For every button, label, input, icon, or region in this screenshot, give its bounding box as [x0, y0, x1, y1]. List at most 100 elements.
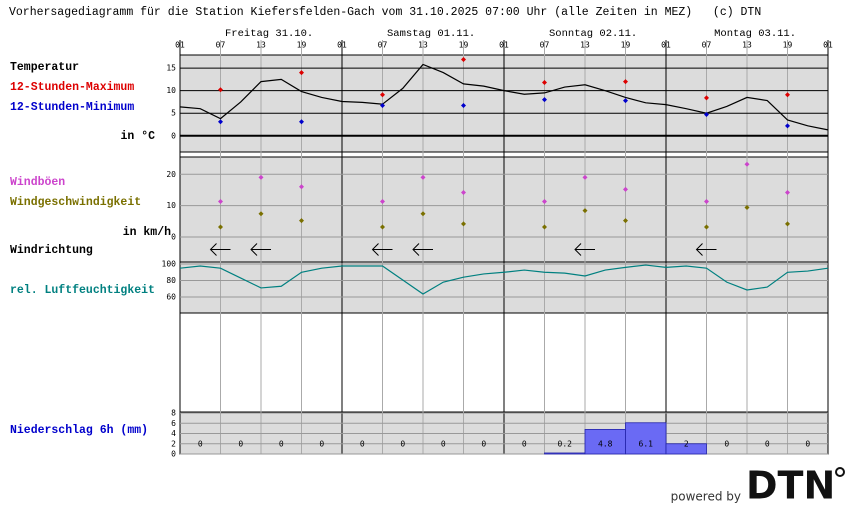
data-point: [704, 224, 709, 230]
wind-arrow: [250, 243, 271, 256]
bar: [544, 452, 586, 455]
logo-dot: [835, 467, 845, 477]
y-tick-label: 5: [171, 109, 176, 118]
data-point: [299, 218, 304, 224]
data-point: [785, 189, 790, 195]
y-tick-label: 8: [171, 409, 176, 418]
data-label: 0: [360, 440, 365, 449]
data-point: [704, 112, 709, 118]
bar: [584, 429, 626, 455]
panel-label: Niederschlag 6h (mm): [10, 424, 148, 437]
y-tick-label: 2: [171, 439, 176, 448]
data-point: [623, 79, 628, 85]
data-point: [461, 221, 466, 227]
data-label: 0.2: [558, 440, 573, 449]
unit-label: in °C: [120, 130, 155, 143]
data-point: [623, 186, 628, 192]
data-label: 0: [724, 440, 729, 449]
data-point: [380, 224, 385, 230]
bar: [625, 422, 667, 455]
day-label: Montag 03.11.: [714, 28, 796, 40]
y-tick-label: 0: [171, 450, 176, 459]
chart-title: Vorhersagediagramm für die Station Kiefe…: [9, 6, 761, 19]
day-label: Freitag 31.10.: [225, 28, 313, 40]
y-tick-label: 4: [171, 429, 176, 438]
data-point: [218, 224, 223, 230]
y-tick-label: 10: [166, 201, 176, 210]
wind-arrow: [371, 243, 393, 256]
data-point: [299, 70, 304, 76]
data-label: 4.8: [598, 440, 613, 449]
wind-arrow: [574, 243, 595, 256]
data-point: [704, 199, 709, 205]
data-label: 0: [319, 440, 324, 449]
data-point: [461, 103, 466, 109]
data-label: 0: [441, 440, 446, 449]
data-point: [542, 224, 547, 230]
data-point: [299, 119, 304, 125]
data-label: 0: [238, 440, 243, 449]
data-label: 0: [198, 440, 203, 449]
y-tick-label: 60: [166, 292, 176, 301]
data-label: 2: [684, 440, 689, 449]
data-line: [179, 264, 829, 295]
data-point: [744, 205, 750, 211]
wind-arrow: [695, 243, 717, 256]
wind-arrow: [412, 243, 433, 256]
y-tick-label: 20: [166, 170, 176, 179]
data-point: [380, 103, 385, 109]
data-point: [785, 92, 790, 98]
data-label: 6.1: [639, 440, 654, 449]
data-point: [299, 184, 304, 190]
data-point: [582, 208, 588, 214]
unit-label: in km/h: [123, 226, 171, 239]
data-point: [744, 161, 750, 167]
data-point: [258, 174, 264, 180]
legend-entry: rel. Luftfeuchtigkeit: [10, 284, 155, 297]
wind-arrow: [209, 243, 231, 256]
data-point: [258, 211, 264, 217]
data-point: [623, 218, 628, 224]
data-point: [542, 97, 547, 103]
data-point: [785, 221, 790, 227]
data-point: [542, 80, 547, 86]
data-label: 0: [522, 440, 527, 449]
y-tick-label: 80: [166, 276, 176, 285]
data-point: [623, 98, 628, 104]
day-label: Sonntag 02.11.: [549, 28, 637, 40]
data-label: 0: [765, 440, 770, 449]
powered-by: powered by: [671, 490, 741, 504]
data-point: [218, 87, 223, 93]
legend-entry: 12-Stunden-Minimum: [10, 101, 134, 114]
bar: [665, 443, 707, 455]
data-label: 0: [400, 440, 405, 449]
legend-entry: 12-Stunden-Maximum: [10, 81, 134, 94]
data-point: [785, 123, 790, 129]
data-label: 0: [279, 440, 284, 449]
legend-entry: Windgeschwindigkeit: [10, 196, 141, 209]
y-tick-label: 10: [166, 86, 176, 95]
y-tick-label: 15: [166, 64, 176, 73]
panel-label: Temperatur: [10, 61, 79, 74]
data-point: [420, 174, 426, 180]
logo: DTN: [746, 464, 835, 508]
data-point: [380, 92, 385, 98]
data-point: [542, 199, 547, 205]
panel-label: Windrichtung: [10, 244, 93, 257]
plot: Freitag 31.10. Samstag 01.11. Sonntag 02.1…: [162, 28, 833, 459]
data-point: [704, 95, 709, 101]
data-label: 0: [481, 440, 486, 449]
y-tick-label: 100: [162, 260, 177, 269]
data-point: [461, 189, 466, 195]
y-tick-label: 0: [171, 131, 176, 140]
y-tick-label: 6: [171, 419, 176, 428]
data-point: [218, 119, 223, 125]
y-tick-label: 0: [171, 233, 176, 242]
data-point: [380, 199, 385, 205]
data-label: 0: [805, 440, 810, 449]
data-point: [582, 174, 588, 180]
day-label: Samstag 01.11.: [387, 28, 475, 40]
legend-entry: Windböen: [10, 176, 65, 189]
